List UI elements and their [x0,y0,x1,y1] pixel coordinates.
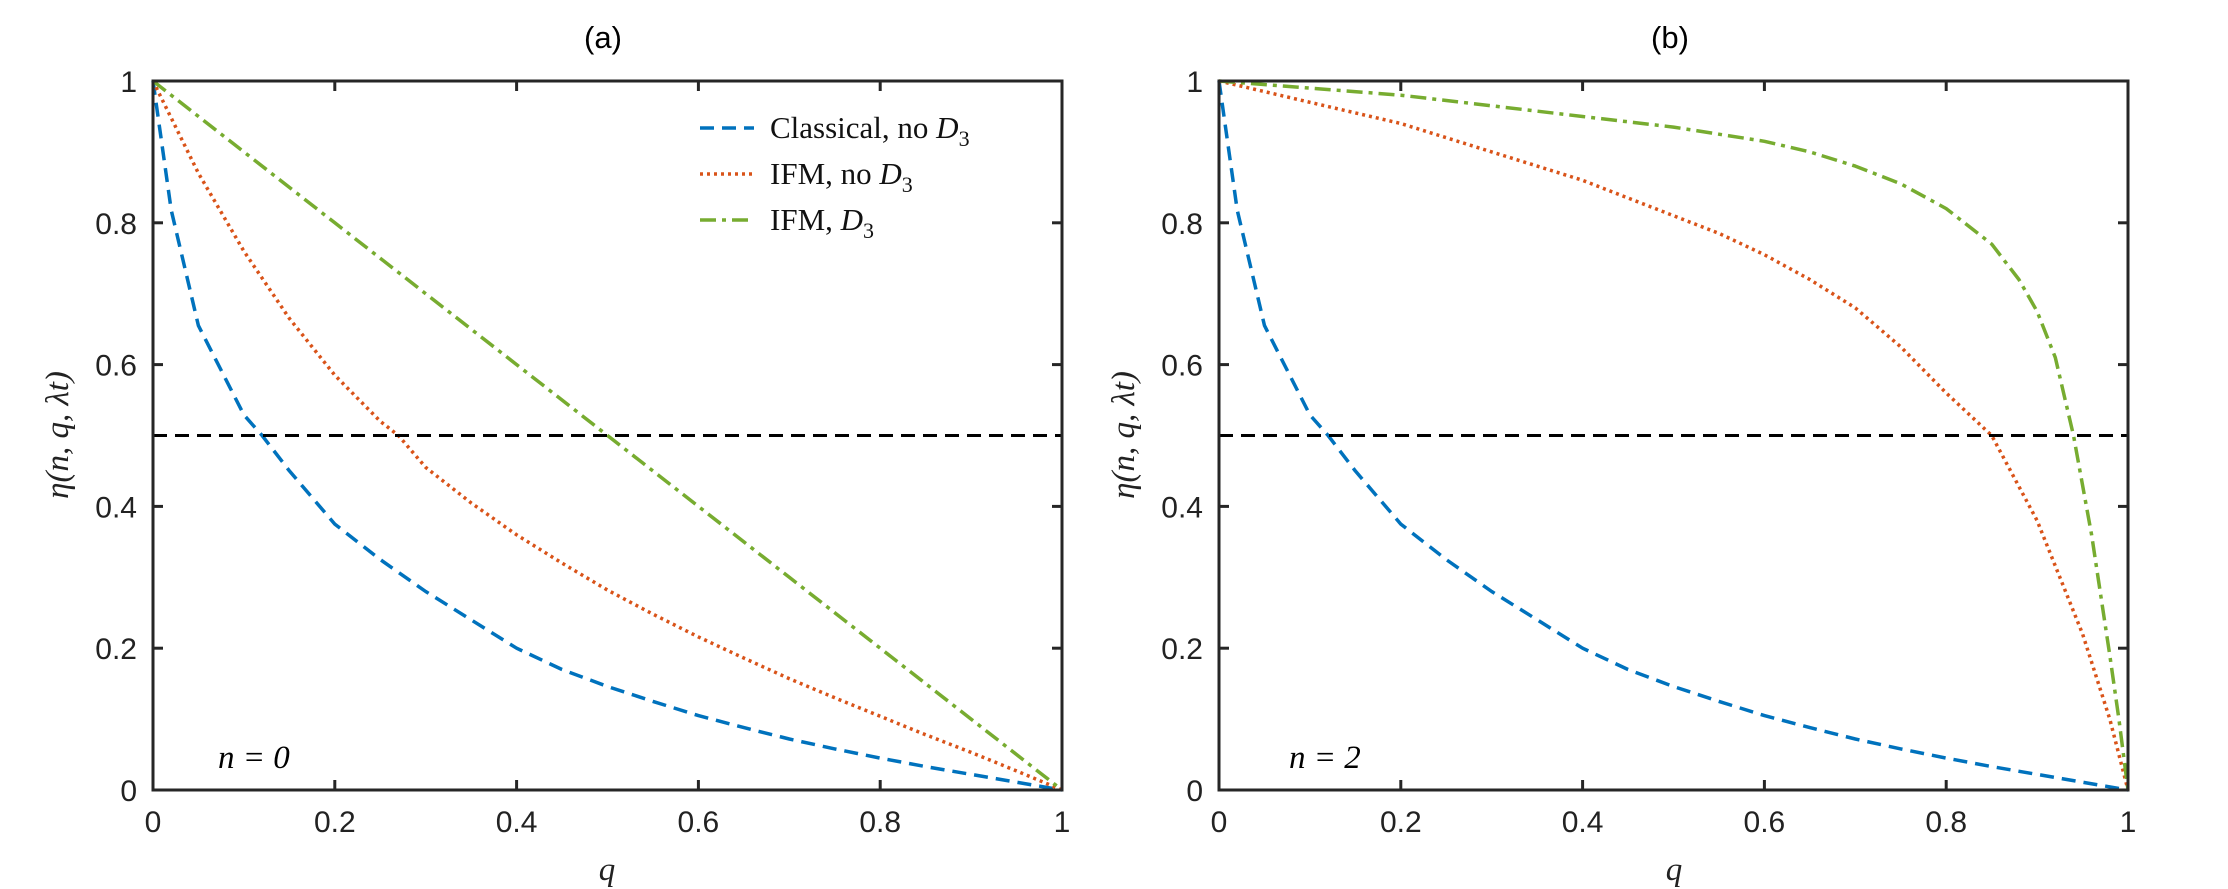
x-tick-label: 0.6 [678,806,720,839]
axes-box [1217,79,2130,792]
x-tick-label: 0.4 [496,806,538,839]
y-axis-label: η(n, q, λt) [1106,371,1142,499]
y-tick-label: 0.8 [1161,208,1203,241]
y-tick-label: 0.4 [1161,491,1203,524]
x-tick-label: 0.4 [1562,806,1604,839]
legend-label-ifm-no-d3: IFM, no D3 [770,156,913,197]
series-line-ifm-no-d3 [1218,79,2130,791]
legend-label-text: IFM, [770,202,841,237]
series-line-classical-no-d3 [1217,80,2129,792]
y-tick-label: 0.6 [95,350,137,383]
legend-label-subscript: 3 [863,218,874,243]
y-tick-label: 0 [1186,775,1203,808]
legend-item-classical: Classical, no D3 [700,110,970,151]
legend-label-classical: Classical, no D3 [770,110,970,151]
series-line-ifm-d3 [151,79,1064,792]
panel-b: (b) 0 0.2 0.4 0.6 0.8 1 0 0.2 0.4 0.6 0.8 1 n = 2 q… [1106,20,2136,888]
legend-label-text: IFM, no [770,156,879,191]
y-tick-label: 1 [1186,66,1203,99]
x-tick-label: 1 [2120,806,2137,839]
legend-label-subscript: 3 [902,172,913,197]
n-annotation: n = 2 [1289,740,1361,776]
x-axis-label: q [1666,852,1683,888]
legend-item-ifm-d3: IFM, D3 [700,202,874,243]
legend-label-text: Classical, no [770,110,936,145]
y-tick-label: 0.6 [1161,350,1203,383]
x-tick-label: 0.8 [1925,806,1967,839]
panel-a: (a) 0 0.2 0.4 0.6 0.8 1 0 0.2 0.4 0.6 0.8 1 n = 0 q… [40,20,1070,888]
panel-title: (b) [1651,20,1689,55]
y-tick-label: 1 [120,66,137,99]
y-tick-label: 0.2 [1161,633,1203,666]
series-line-ifm-no-d3 [151,80,1063,792]
legend-label-symbol: D [840,202,863,237]
x-tick-label: 0.2 [314,806,356,839]
legend-label-symbol: D [878,156,901,191]
x-tick-label: 0 [145,806,162,839]
legend-label-subscript: 3 [959,126,970,151]
x-axis-label: q [599,852,616,888]
legend-label-ifm-d3: IFM, D3 [770,202,874,243]
y-axis-label: η(n, q, λt) [40,371,76,499]
tick-layer: 0 0.2 0.4 0.6 0.8 1 0 0.2 0.4 0.6 0.8 1 [95,66,1070,839]
axes-box [151,79,1064,792]
legend-label-symbol: D [935,110,958,145]
x-tick-label: 0 [1211,806,1228,839]
x-tick-label: 1 [1054,806,1071,839]
y-tick-label: 0 [120,775,137,808]
y-tick-label: 0.8 [95,208,137,241]
y-tick-label: 0.2 [95,633,137,666]
series-layer [151,79,1064,792]
panel-title: (a) [584,20,622,55]
series-layer [1217,79,2130,792]
y-tick-label: 0.4 [95,491,137,524]
legend-item-ifm-no-d3: IFM, no D3 [700,156,913,197]
legend: Classical, no D3 IFM, no D3 IFM, D3 [700,110,970,243]
series-line-ifm-d3 [1218,79,2130,791]
series-line-classical-no-d3 [151,80,1063,792]
x-tick-label: 0.2 [1380,806,1422,839]
x-tick-label: 0.8 [859,806,901,839]
x-tick-label: 0.6 [1744,806,1786,839]
tick-layer: 0 0.2 0.4 0.6 0.8 1 0 0.2 0.4 0.6 0.8 1 [1161,66,2136,839]
n-annotation: n = 0 [218,740,290,776]
